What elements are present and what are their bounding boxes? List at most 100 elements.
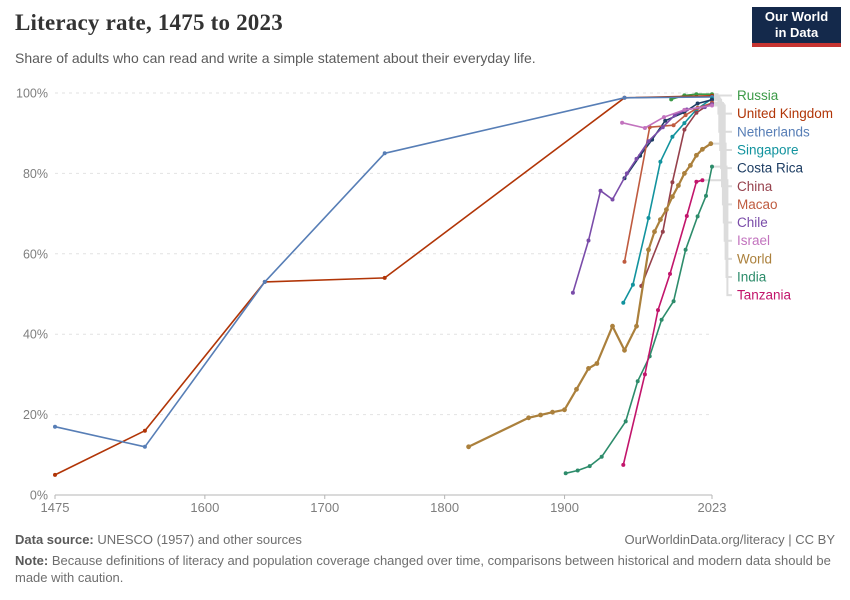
footer-license-link[interactable]: OurWorldinData.org/literacy | CC BY [624,532,835,547]
legend-label-world[interactable]: World [737,251,772,266]
data-point-india-1981[interactable] [659,317,664,322]
data-point-india-2018[interactable] [704,193,708,198]
legend-label-united-kingdom[interactable]: United Kingdom [737,106,833,121]
series-line-world[interactable] [467,142,712,448]
data-point-world-1970[interactable] [646,247,651,253]
legend-label-singapore[interactable]: Singapore [737,142,799,157]
series-line-china[interactable] [640,101,713,287]
data-point-india-1951[interactable] [623,419,628,424]
data-point-china-1990[interactable] [670,180,675,185]
data-point-united-kingdom-1550[interactable] [142,428,147,433]
data-point-world-2000[interactable] [682,171,687,176]
legend-label-russia[interactable]: Russia [737,88,779,103]
data-point-netherlands-1550[interactable] [142,444,147,449]
data-point-world-1920[interactable] [586,366,591,371]
data-point-chile-1930[interactable] [598,188,603,193]
data-point-chile-1970[interactable] [646,139,651,144]
owid-logo[interactable]: Our World in Data [752,7,841,47]
data-point-netherlands-1475[interactable] [53,424,57,429]
legend-label-netherlands[interactable]: Netherlands [737,124,810,139]
data-point-tanzania-2015[interactable] [700,178,705,183]
data-point-israel-2000[interactable] [682,107,687,112]
data-point-world-2015[interactable] [700,146,705,152]
data-point-world-2022[interactable] [708,141,714,147]
data-point-world-2005[interactable] [688,163,693,168]
data-point-tanzania-2002[interactable] [684,214,689,218]
data-point-india-1961[interactable] [635,379,640,384]
data-point-singapore-1990[interactable] [670,134,675,139]
data-point-singapore-2000[interactable] [682,121,687,126]
series-line-tanzania[interactable] [622,179,704,466]
data-point-india-1911[interactable] [575,468,580,473]
data-point-world-1890[interactable] [550,409,555,415]
data-point-world-1940[interactable] [610,323,615,329]
data-point-chile-1960[interactable] [634,156,639,161]
data-point-world-1985[interactable] [664,207,669,213]
data-point-tanzania-1978[interactable] [656,308,660,313]
data-point-netherlands-1650[interactable] [262,279,267,284]
data-point-chile-1920[interactable] [586,238,591,243]
data-point-world-2010[interactable] [694,152,699,158]
data-point-tanzania-2010[interactable] [694,179,699,184]
data-point-netherlands-1950[interactable] [622,95,627,100]
series-line-singapore[interactable] [622,97,713,304]
data-point-world-1820[interactable] [466,444,471,450]
data-point-israel-1967[interactable] [642,126,647,130]
data-point-israel-1983[interactable] [662,115,666,120]
data-point-india-1931[interactable] [599,454,604,459]
data-point-singapore-1957[interactable] [630,282,635,287]
data-point-macao-1950[interactable] [622,259,627,264]
series-line-netherlands[interactable] [54,96,713,448]
data-point-world-1950[interactable] [622,347,627,353]
data-point-india-1991[interactable] [671,299,676,304]
data-point-world-1870[interactable] [526,415,531,421]
data-point-singapore-1949[interactable] [621,300,626,305]
data-point-chile-1982[interactable] [660,125,665,130]
legend-label-costa-rica[interactable]: Costa Rica [737,161,804,176]
data-point-china-2010[interactable] [694,110,699,115]
data-point-singapore-1970[interactable] [646,216,651,220]
data-point-world-1900[interactable] [562,407,567,413]
data-point-world-1960[interactable] [634,323,639,329]
data-point-world-1990[interactable] [670,194,675,200]
data-point-china-2000[interactable] [682,127,687,132]
data-point-world-1995[interactable] [676,183,681,188]
data-point-world-1975[interactable] [652,229,657,235]
data-point-world-1927[interactable] [594,361,600,366]
data-point-india-1921[interactable] [587,464,592,469]
data-point-india-2011[interactable] [695,214,700,219]
data-point-chile-1940[interactable] [610,197,615,202]
data-point-china-1982[interactable] [660,229,665,234]
data-point-macao-1991[interactable] [671,123,676,128]
data-point-tanzania-1988[interactable] [668,271,672,276]
data-point-israel-2023[interactable] [710,103,714,108]
legend-label-chile[interactable]: Chile [737,215,768,230]
legend-label-india[interactable]: India [737,270,767,285]
legend-label-china[interactable]: China [737,179,773,194]
data-point-russia-2010[interactable] [694,92,699,97]
data-point-india-1901[interactable] [563,471,568,476]
data-point-chile-1952[interactable] [624,171,629,176]
data-point-costa-rica-1984[interactable] [663,118,668,123]
data-point-macao-2001[interactable] [683,113,688,118]
data-point-singapore-1980[interactable] [658,159,663,164]
data-point-costa-rica-2023[interactable] [710,97,714,102]
data-point-world-1980[interactable] [658,217,663,223]
series-line-india[interactable] [564,165,713,475]
data-point-netherlands-1750[interactable] [382,151,387,156]
legend-label-macao[interactable]: Macao [737,197,778,212]
data-point-world-1880[interactable] [538,412,543,418]
data-point-costa-rica-2011[interactable] [695,101,700,106]
data-point-united-kingdom-1475[interactable] [53,472,57,477]
data-point-chile-1907[interactable] [570,290,575,295]
data-point-russia-1989[interactable] [669,97,674,102]
data-point-israel-1948[interactable] [620,120,625,125]
data-point-india-2023[interactable] [710,164,714,169]
data-point-tanzania-1967[interactable] [642,372,647,377]
data-point-tanzania-1949[interactable] [621,462,626,467]
data-point-world-1910[interactable] [574,386,579,392]
legend-label-tanzania[interactable]: Tanzania [737,288,792,303]
data-point-united-kingdom-1750[interactable] [382,275,387,280]
legend-label-israel[interactable]: Israel [737,233,770,248]
data-point-india-2001[interactable] [683,247,688,252]
